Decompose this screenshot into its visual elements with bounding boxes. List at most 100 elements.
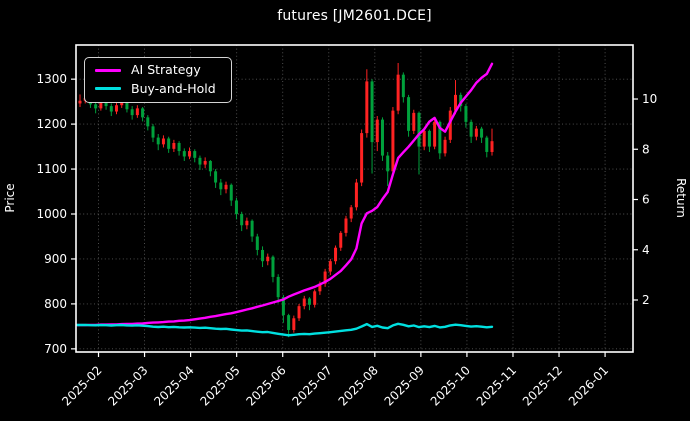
candle-body	[453, 94, 457, 111]
legend-item-buy-and-hold: Buy-and-Hold	[95, 80, 219, 96]
candle-body	[182, 151, 186, 157]
candle-body	[177, 142, 181, 152]
candle-body	[78, 100, 82, 104]
candle-body	[318, 283, 322, 292]
candle-body	[135, 108, 139, 116]
x-tick-label: 2025-02	[59, 363, 104, 408]
x-tick-label: 2025-04	[151, 363, 196, 408]
buy-and-hold-line-swatch	[95, 87, 121, 91]
candle-body	[307, 298, 311, 305]
candle-body	[156, 137, 160, 145]
candle-body	[125, 101, 129, 110]
candle-body	[250, 220, 254, 237]
candle-body	[234, 200, 238, 215]
x-tick-label: 2025-06	[243, 363, 288, 408]
candle-body	[99, 102, 103, 109]
return-tick-label: 6	[642, 193, 650, 207]
candle-body	[141, 108, 145, 118]
candle-body	[339, 232, 343, 248]
candle-body	[146, 117, 150, 127]
candle-body	[344, 218, 348, 233]
candle-body	[287, 315, 291, 330]
return-tick-label: 4	[642, 243, 650, 257]
legend-label-buy-and-hold: Buy-and-Hold	[131, 80, 216, 96]
candle-body	[104, 102, 108, 107]
candle-body	[219, 182, 223, 190]
candle-body	[240, 214, 244, 226]
candle-body	[427, 130, 431, 147]
price-tick-label: 1200	[36, 117, 67, 131]
candle-body	[433, 121, 437, 147]
candle-body	[412, 112, 416, 131]
x-tick-label: 2025-12	[520, 363, 565, 408]
candle-body	[438, 121, 442, 154]
candle-body	[245, 220, 249, 226]
candle-body	[401, 74, 405, 98]
ai-strategy-line	[75, 62, 494, 327]
return-tick-label: 10	[642, 92, 657, 106]
legend-label-ai-strategy: AI Strategy	[131, 62, 201, 77]
ai-strategy-line-swatch	[95, 68, 121, 72]
candle-body	[480, 128, 484, 138]
candle-body	[130, 109, 134, 116]
plot-border	[75, 44, 634, 353]
candle-body	[365, 81, 369, 134]
candle-body	[271, 256, 275, 277]
candle-body	[328, 261, 332, 272]
candle-body	[266, 256, 270, 262]
x-tick-label: 2025-11	[474, 363, 519, 408]
candle-body	[172, 142, 176, 149]
legend: AI Strategy Buy-and-Hold	[84, 57, 232, 103]
candle-body	[94, 104, 98, 109]
candle-body	[490, 141, 494, 152]
chart-title: futures [JM2601.DCE]	[277, 8, 432, 24]
candle-body	[109, 106, 113, 112]
candle-body	[417, 112, 421, 147]
candle-body	[120, 101, 124, 106]
candle-body	[349, 207, 353, 219]
candle-body	[354, 182, 358, 208]
candle-body	[469, 121, 473, 137]
x-tick-label: 2025-05	[197, 363, 242, 408]
candle-body	[151, 126, 155, 138]
strategy-lines	[75, 62, 494, 337]
candle-body	[224, 184, 228, 190]
candle-body	[297, 306, 301, 319]
price-tick-label: 700	[44, 342, 67, 356]
return-tick-label: 8	[642, 142, 650, 156]
candle-body	[261, 249, 265, 262]
candle-body	[396, 74, 400, 111]
candle-body	[370, 81, 374, 143]
candle-body	[422, 130, 426, 147]
candle-body	[391, 110, 395, 172]
candle-body	[167, 138, 171, 149]
x-tick-label: 2025-10	[428, 363, 473, 408]
candle-body	[281, 297, 285, 316]
candle-body	[161, 138, 165, 145]
buy-and-hold-line	[75, 322, 494, 337]
candle-body	[208, 160, 212, 172]
price-axis-label: Price	[3, 183, 17, 212]
candle-body	[188, 151, 192, 157]
candle-body	[276, 276, 280, 298]
candle-body	[407, 97, 411, 131]
candle-body	[485, 137, 489, 152]
x-tick-label: 2025-07	[290, 363, 335, 408]
candle-body	[386, 155, 390, 172]
candle-body	[443, 139, 447, 154]
candle-body	[193, 151, 197, 158]
return-tick-label: 2	[642, 293, 650, 307]
return-axis-label: Return	[674, 178, 688, 218]
candle-body	[334, 247, 338, 262]
candle-body	[313, 291, 317, 305]
candlesticks	[78, 62, 494, 338]
candle-body	[459, 94, 463, 107]
candle-body	[115, 105, 119, 112]
x-tick-label: 2025-03	[105, 363, 150, 408]
price-tick-label: 1000	[36, 207, 67, 221]
candle-body	[464, 106, 468, 122]
x-tick-label: 2026-01	[566, 363, 611, 408]
price-tick-label: 1100	[36, 162, 67, 176]
